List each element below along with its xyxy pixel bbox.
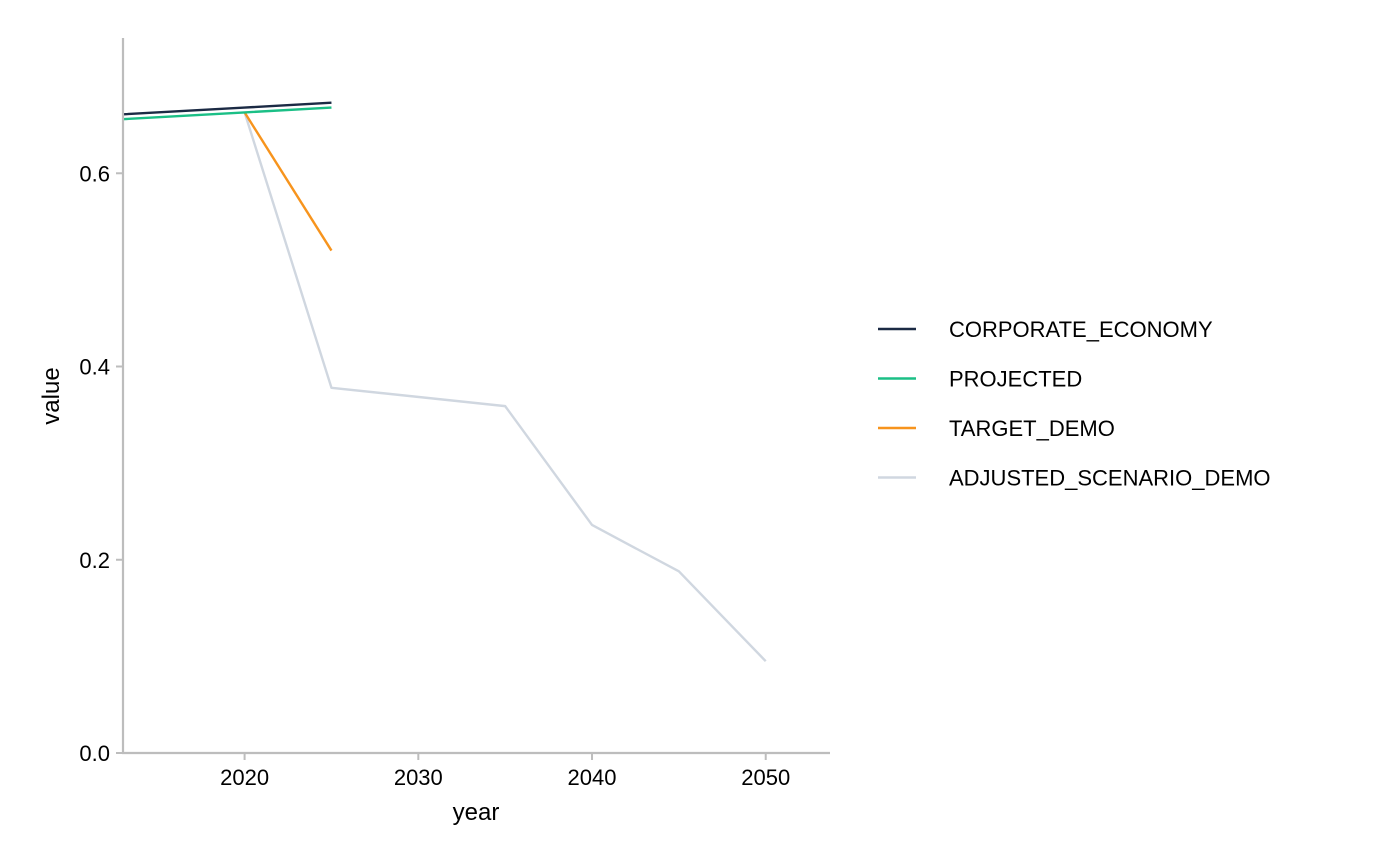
y-tick-label: 0.4 [79,355,110,380]
y-tick-label: 0.0 [79,741,110,766]
series-line-corporate-economy [122,101,332,116]
x-tick-label: 2050 [741,765,790,790]
y-tick-label: 0.2 [79,548,110,573]
series-line-projected [122,106,332,121]
legend-label: ADJUSTED_SCENARIO_DEMO [949,466,1271,491]
y-tick-label: 0.6 [79,161,110,186]
x-tick-label: 2020 [220,765,269,790]
series-line-adjusted-scenario-demo [243,112,767,663]
y-axis-title: value [38,367,65,424]
legend-label: PROJECTED [949,367,1082,392]
legend-label: TARGET_DEMO [949,416,1115,441]
series-line-target-demo [243,111,333,252]
x-axis-title: year [453,799,500,826]
x-axis-ticks: 2020 2030 2040 2050 [220,753,790,790]
y-axis-ticks: 0.0 0.2 0.4 0.6 [79,161,123,766]
legend: CORPORATE_ECONOMY PROJECTED TARGET_DEMO ADJ… [878,317,1271,491]
x-tick-label: 2040 [568,765,617,790]
x-tick-label: 2030 [394,765,443,790]
legend-label: CORPORATE_ECONOMY [949,317,1213,342]
plot-area [122,101,767,663]
